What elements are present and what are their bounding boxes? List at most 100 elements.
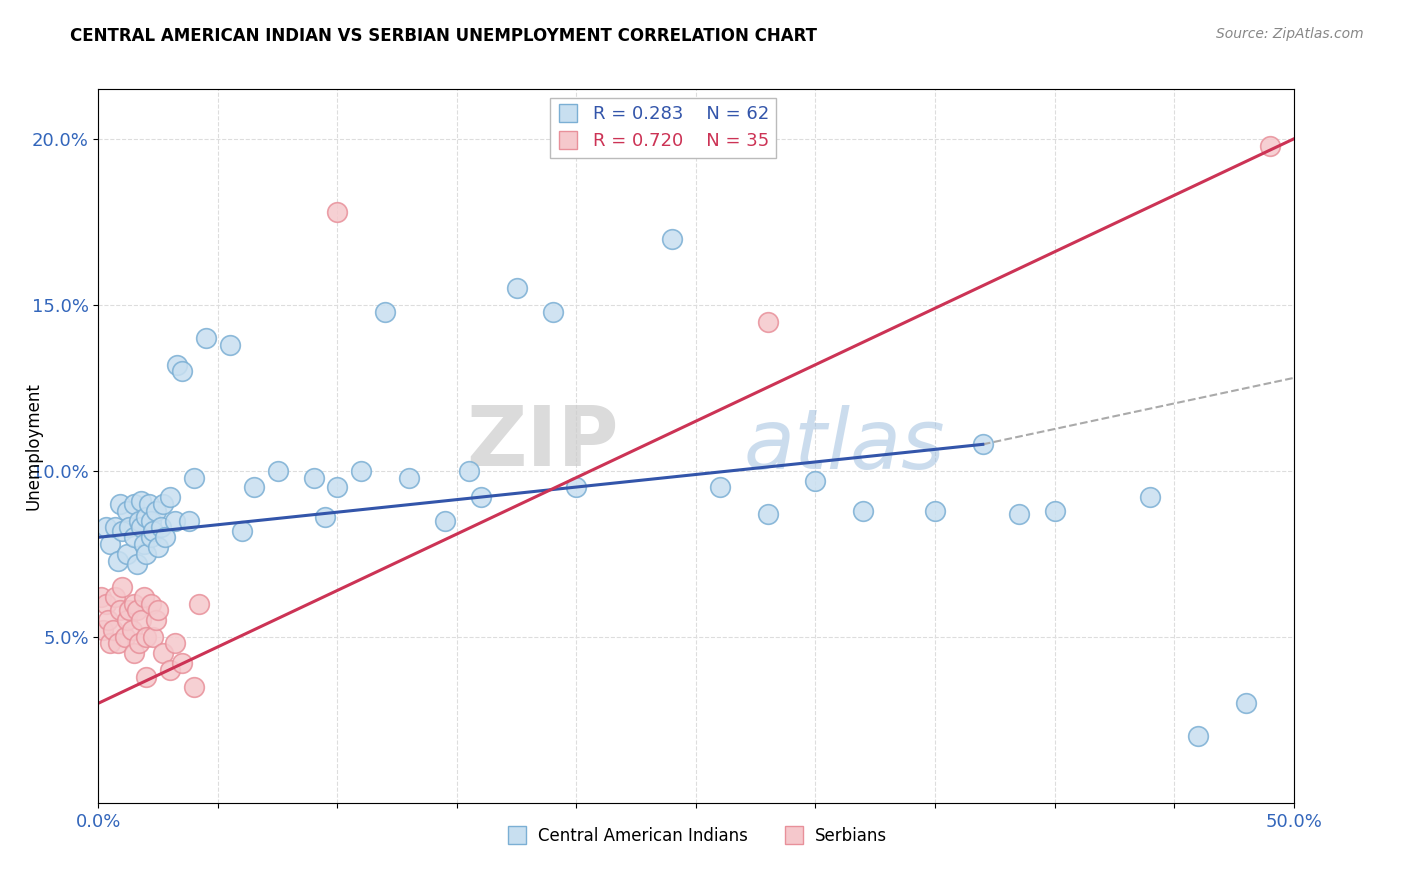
Point (135, 670, 157, 684)
Point (1043, 504, 1066, 518)
Point (152, 647, 174, 661)
Point (94, 597, 117, 611)
Point (91, 624, 114, 638)
Point (125, 603, 148, 617)
Point (155, 530, 177, 544)
Point (131, 520, 153, 534)
Point (183, 680, 205, 694)
Point (111, 580, 134, 594)
Point (131, 613, 153, 627)
Point (661, 231, 683, 245)
Point (111, 524, 134, 538)
Text: atlas: atlas (744, 406, 945, 486)
Point (115, 547, 138, 561)
Legend: Central American Indians, Serbians: Central American Indians, Serbians (498, 821, 894, 852)
Point (125, 557, 148, 571)
Point (108, 603, 131, 617)
Point (98, 537, 122, 551)
Point (1008, 507, 1031, 521)
Point (1258, 138, 1281, 153)
Point (104, 520, 127, 534)
Point (145, 504, 167, 518)
Point (326, 205, 349, 219)
Point (132, 537, 155, 551)
Point (458, 464, 481, 478)
Point (195, 331, 218, 345)
Point (972, 437, 994, 451)
Point (159, 491, 181, 505)
Point (756, 314, 779, 328)
Point (163, 636, 186, 650)
Point (506, 281, 529, 295)
Point (1139, 491, 1161, 505)
Point (315, 510, 337, 524)
Point (142, 630, 165, 644)
Point (183, 470, 205, 484)
Point (142, 524, 165, 538)
Point (231, 524, 253, 538)
Point (124, 647, 146, 661)
Point (852, 504, 875, 518)
Text: Source: ZipAtlas.com: Source: ZipAtlas.com (1216, 27, 1364, 41)
Point (709, 481, 731, 495)
Point (267, 464, 290, 478)
Point (179, 514, 201, 528)
Point (124, 530, 146, 544)
Point (374, 304, 396, 318)
Text: CENTRAL AMERICAN INDIAN VS SERBIAN UNEMPLOYMENT CORRELATION CHART: CENTRAL AMERICAN INDIAN VS SERBIAN UNEMP… (70, 27, 817, 45)
Point (166, 358, 188, 372)
Point (350, 464, 373, 478)
Point (139, 530, 162, 544)
Point (107, 553, 129, 567)
Y-axis label: Unemployment: Unemployment (25, 382, 42, 510)
Point (145, 613, 167, 627)
Point (302, 470, 325, 484)
Point (1234, 696, 1257, 710)
Point (97, 613, 120, 627)
Point (135, 547, 157, 561)
Point (398, 470, 420, 484)
Point (152, 497, 174, 511)
Point (90, 590, 112, 604)
Point (470, 491, 492, 505)
Point (163, 514, 186, 528)
Point (131, 493, 153, 508)
Point (326, 481, 349, 495)
Point (541, 304, 564, 318)
Point (115, 613, 138, 627)
Point (114, 630, 136, 644)
Point (159, 663, 181, 677)
Point (124, 597, 146, 611)
Point (132, 590, 155, 604)
Point (98, 636, 122, 650)
Point (101, 624, 124, 638)
Point (243, 481, 266, 495)
Point (138, 497, 160, 511)
Point (118, 520, 141, 534)
Point (118, 603, 141, 617)
Point (149, 520, 172, 534)
Point (139, 514, 162, 528)
Point (219, 338, 242, 352)
Point (187, 597, 209, 611)
Point (148, 540, 170, 554)
Point (148, 603, 170, 617)
Point (128, 514, 150, 528)
Point (135, 510, 157, 524)
Point (135, 630, 157, 644)
Point (565, 481, 588, 495)
Text: ZIP: ZIP (465, 402, 619, 483)
Point (172, 364, 194, 378)
Point (108, 497, 131, 511)
Point (756, 507, 779, 521)
Point (128, 636, 150, 650)
Point (139, 597, 162, 611)
Point (434, 514, 457, 528)
Point (924, 504, 946, 518)
Point (104, 590, 127, 604)
Point (115, 504, 138, 518)
Point (1187, 730, 1209, 744)
Point (121, 624, 143, 638)
Point (804, 474, 827, 488)
Point (124, 497, 146, 511)
